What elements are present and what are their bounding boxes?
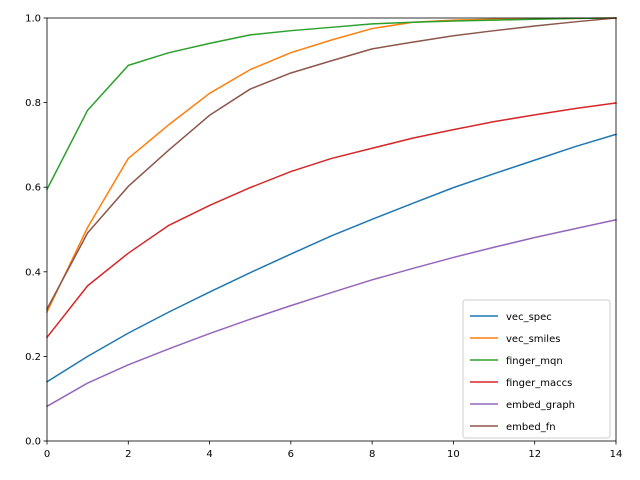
y-tick-label: 1.0 bbox=[25, 14, 41, 25]
series-line-embed_fn bbox=[45, 17, 617, 311]
y-tick-label: 0.6 bbox=[25, 183, 41, 194]
legend-label-embed_fn: embed_fn bbox=[506, 422, 556, 433]
x-axis: 0 2 4 6 8 10 12 14 bbox=[44, 441, 623, 460]
y-axis: 0.0 0.2 0.4 0.6 0.8 1.0 bbox=[25, 14, 47, 448]
y-tick-label: 0.0 bbox=[25, 437, 41, 448]
series-line-finger_maccs bbox=[45, 102, 617, 339]
legend-label-embed_graph: embed_graph bbox=[506, 400, 575, 411]
legend-label-vec_spec: vec_spec bbox=[506, 312, 552, 323]
plot-area bbox=[45, 17, 617, 442]
y-tick-label: 0.2 bbox=[25, 352, 41, 363]
x-tick-label: 0 bbox=[44, 449, 50, 460]
legend-label-finger_maccs: finger_maccs bbox=[506, 378, 572, 389]
x-tick-label: 10 bbox=[447, 449, 460, 460]
legend-label-vec_smiles: vec_smiles bbox=[506, 334, 560, 345]
x-tick-label: 14 bbox=[610, 449, 623, 460]
series-line-vec_spec bbox=[45, 133, 617, 383]
legend-box bbox=[462, 299, 611, 439]
legend-label-finger_mqn: finger_mqn bbox=[506, 356, 563, 367]
y-tick-label: 0.4 bbox=[25, 267, 41, 278]
x-tick-label: 8 bbox=[369, 449, 375, 460]
x-tick-label: 4 bbox=[206, 449, 212, 460]
x-tick-label: 12 bbox=[528, 449, 541, 460]
x-tick-label: 2 bbox=[125, 449, 131, 460]
legend: vec_spec vec_smiles finger_mqn finger_maccs… bbox=[462, 299, 611, 439]
x-tick-label: 6 bbox=[288, 449, 294, 460]
series-line-finger_mqn bbox=[45, 17, 617, 191]
series-line-embed_graph bbox=[45, 218, 617, 408]
axes-frame bbox=[46, 17, 617, 442]
y-tick-label: 0.8 bbox=[25, 98, 41, 109]
